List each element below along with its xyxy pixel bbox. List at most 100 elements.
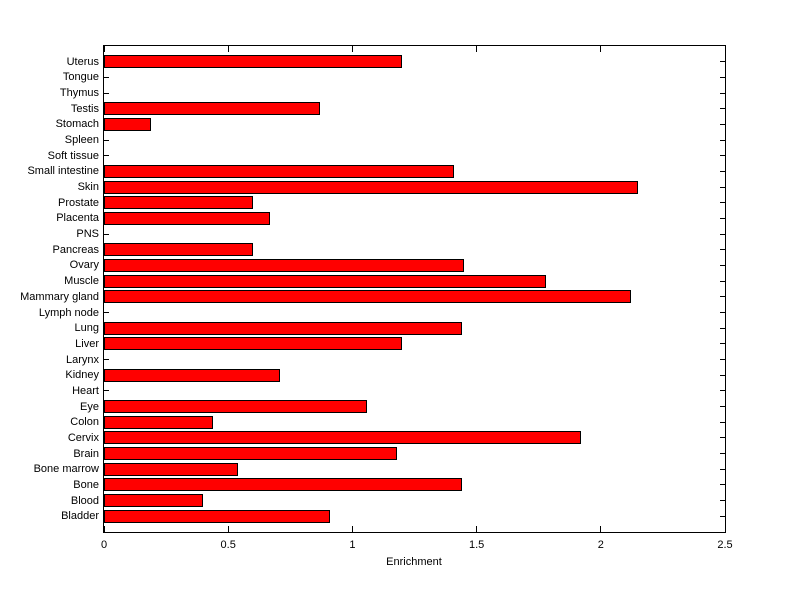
bar xyxy=(104,274,546,288)
y-tick-right xyxy=(720,468,725,470)
bar xyxy=(104,102,320,116)
x-tick-bottom xyxy=(724,526,726,532)
x-tick-label: 0.5 xyxy=(220,539,236,551)
y-axis-label: Bone xyxy=(73,478,99,491)
bar xyxy=(104,447,397,461)
y-axis-label: Skin xyxy=(77,181,99,194)
x-tick-label: 1.5 xyxy=(468,539,485,551)
y-axis-label: Ovary xyxy=(69,259,99,272)
bar xyxy=(104,415,213,429)
x-tick-bottom xyxy=(351,526,353,532)
y-tick-left xyxy=(104,139,109,141)
y-tick-left xyxy=(104,76,109,78)
bar xyxy=(104,290,631,304)
y-tick-right xyxy=(720,217,725,219)
y-tick-right xyxy=(720,374,725,376)
y-axis-label: Liver xyxy=(75,337,99,350)
y-tick-right xyxy=(720,61,725,63)
y-axis-label: Thymus xyxy=(59,87,99,100)
y-axis-label: Tongue xyxy=(62,71,99,84)
y-tick-right xyxy=(720,202,725,204)
y-tick-right xyxy=(720,139,725,141)
x-tick-label: 0 xyxy=(100,539,108,551)
y-tick-right xyxy=(720,280,725,282)
bar xyxy=(104,478,462,492)
y-tick-left xyxy=(104,390,109,392)
y-tick-right xyxy=(720,249,725,251)
y-tick-left xyxy=(104,92,109,94)
bar xyxy=(104,243,253,257)
y-tick-right xyxy=(720,186,725,188)
y-tick-right xyxy=(720,500,725,502)
bar xyxy=(104,117,151,131)
x-tick-label: 1 xyxy=(349,539,356,551)
bar xyxy=(104,164,454,178)
y-axis-label: Cervix xyxy=(67,431,99,444)
y-axis-label: Soft tissue xyxy=(47,149,99,162)
y-tick-right xyxy=(720,312,725,314)
y-axis-label: Lung xyxy=(74,322,99,335)
y-axis-label: Bone marrow xyxy=(33,463,99,476)
bar xyxy=(104,368,280,382)
y-axis-label: PNS xyxy=(76,228,99,241)
y-tick-right xyxy=(720,515,725,517)
x-tick-top xyxy=(103,46,105,52)
bar xyxy=(104,494,203,508)
y-tick-right xyxy=(720,296,725,298)
x-tick-bottom xyxy=(103,526,105,532)
y-tick-left xyxy=(104,155,109,157)
y-tick-right xyxy=(720,123,725,125)
y-axis-label: Pancreas xyxy=(52,243,99,256)
y-tick-right xyxy=(720,155,725,157)
y-tick-right xyxy=(720,406,725,408)
y-tick-left xyxy=(104,312,109,314)
x-tick-bottom xyxy=(476,526,478,532)
y-axis-label: Lymph node xyxy=(38,306,99,319)
x-tick-top xyxy=(227,46,229,52)
bar xyxy=(104,180,638,194)
x-tick-top xyxy=(351,46,353,52)
y-axis-label: Kidney xyxy=(65,369,99,382)
y-tick-right xyxy=(720,421,725,423)
y-tick-right xyxy=(720,264,725,266)
bar xyxy=(104,196,253,210)
bar xyxy=(104,258,464,272)
y-axis-label: Uterus xyxy=(66,55,99,68)
y-axis-label: Colon xyxy=(70,416,99,429)
y-tick-right xyxy=(720,170,725,172)
y-axis-label: Brain xyxy=(73,447,99,460)
y-tick-right xyxy=(720,343,725,345)
y-axis-label: Placenta xyxy=(56,212,99,225)
y-axis-label: Blood xyxy=(70,494,99,507)
y-tick-right xyxy=(720,233,725,235)
x-axis-title: Enrichment xyxy=(386,556,442,568)
y-tick-right xyxy=(720,327,725,329)
x-tick-top xyxy=(476,46,478,52)
y-tick-right xyxy=(720,92,725,94)
bar xyxy=(104,462,238,476)
y-axis-label: Stomach xyxy=(55,118,99,131)
x-tick-label: 2.5 xyxy=(717,539,733,551)
bar xyxy=(104,321,462,335)
bar xyxy=(104,509,330,523)
bar xyxy=(104,337,402,351)
y-tick-right xyxy=(720,390,725,392)
y-tick-right xyxy=(720,437,725,439)
y-tick-right xyxy=(720,453,725,455)
y-axis-label: Larynx xyxy=(65,353,99,366)
y-tick-left xyxy=(104,359,109,361)
y-axis-label: Small intestine xyxy=(27,165,99,178)
y-tick-right xyxy=(720,359,725,361)
y-axis-label: Muscle xyxy=(64,275,99,288)
y-axis-label: Spleen xyxy=(64,134,99,147)
y-axis-label: Eye xyxy=(80,400,99,413)
y-tick-right xyxy=(720,108,725,110)
y-tick-right xyxy=(720,484,725,486)
x-tick-top xyxy=(600,46,602,52)
y-axis-label: Prostate xyxy=(58,196,99,209)
y-axis-label: Heart xyxy=(72,384,99,397)
x-tick-top xyxy=(724,46,726,52)
y-axis-label: Testis xyxy=(70,102,99,115)
bar xyxy=(104,211,270,225)
